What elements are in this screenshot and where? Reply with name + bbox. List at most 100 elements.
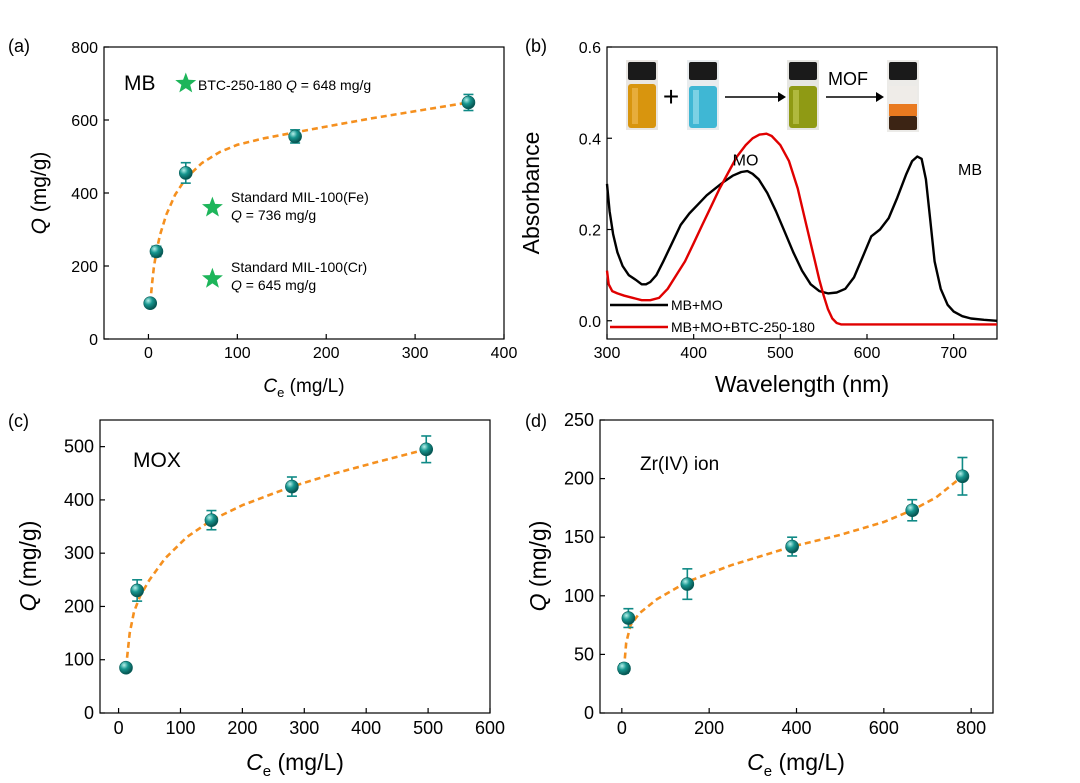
y-tick-label: 400 (64, 490, 94, 510)
x-axis-b: 300 400 500 600 700 (594, 334, 967, 362)
annotation-cr-name: Standard MIL-100(Cr) (231, 259, 367, 275)
x-tick-label: 200 (313, 345, 340, 362)
marker (617, 661, 631, 676)
annotation-fe-q: Q = 736 mg/g (231, 207, 316, 223)
marker (119, 660, 133, 675)
marker (461, 95, 476, 110)
y-tick-label: 100 (564, 586, 594, 606)
star-marker-btc (175, 72, 197, 93)
panel-c: (c) 0 100 200 300 400 500 600 0 100 200 300 400 500… (8, 411, 505, 780)
y-tick-label: 0 (584, 703, 594, 723)
x-tick-label: 400 (680, 345, 707, 362)
marker (621, 611, 636, 625)
legend-b: MB+MO MB+MO+BTC-250-180 (610, 297, 815, 335)
y-tick-label: 0.4 (579, 131, 601, 148)
y-tick-label: 100 (64, 650, 94, 670)
panel-label-c: (c) (8, 411, 29, 431)
x-tick-label: 0 (114, 718, 124, 738)
data-point (285, 476, 299, 497)
annotation-mo: MO (733, 153, 759, 170)
series-label-c: MOX (133, 449, 181, 472)
marker (905, 503, 920, 518)
x-axis-d: 0 200 400 600 800 (617, 708, 986, 738)
panel-label-d: (d) (525, 411, 547, 431)
data-point (461, 93, 476, 112)
marker (955, 469, 970, 484)
marker (288, 129, 302, 144)
x-axis-label-b: Wavelength (nm) (715, 371, 889, 397)
marker (204, 513, 219, 527)
x-tick-label: 0 (617, 718, 627, 738)
series-line-mb-mo (605, 155, 998, 322)
annotation-mb: MB (958, 162, 982, 179)
y-axis-b: 0.0 0.2 0.4 0.6 (579, 40, 612, 331)
data-points-c (119, 435, 434, 675)
fit-curve-c (124, 448, 427, 668)
fit-line (124, 448, 427, 668)
y-tick-label: 200 (71, 259, 98, 276)
series-line-mb-mo-btc (605, 132, 997, 326)
vial-treated (887, 60, 919, 132)
x-tick-label: 0 (144, 345, 153, 362)
y-tick-label: 500 (64, 437, 94, 457)
vial-orange (626, 60, 658, 130)
y-axis-label-b: Absorbance (518, 132, 544, 255)
data-point (680, 568, 695, 601)
x-tick-label: 300 (289, 718, 319, 738)
data-point (288, 129, 302, 144)
x-tick-label: 400 (351, 718, 381, 738)
data-point (149, 244, 164, 259)
y-tick-label: 0.6 (579, 40, 601, 57)
data-point (621, 607, 636, 629)
y-axis-label-a: Q (mg/g) (28, 152, 51, 235)
annotation-btc: BTC-250-180 Q = 648 mg/g (198, 77, 371, 93)
x-tick-label: 300 (402, 345, 429, 362)
star-marker-cr (202, 267, 223, 288)
y-tick-label: 300 (64, 543, 94, 563)
x-tick-label: 400 (491, 345, 518, 362)
y-tick-label: 0.2 (579, 223, 601, 240)
y-tick-label: 250 (564, 410, 594, 430)
inset-mof-label: MOF (828, 69, 868, 89)
x-tick-label: 500 (767, 345, 794, 362)
arrow-right-icon-2 (826, 92, 884, 102)
x-axis-label-a: Ce (mg/L) (263, 376, 344, 400)
series-label-a: MB (124, 72, 156, 95)
y-tick-label: 200 (564, 469, 594, 489)
annotation-cr-q: Q = 645 mg/g (231, 277, 316, 293)
y-tick-label: 200 (64, 596, 94, 616)
y-axis-label-c: Q (mg/g) (15, 521, 41, 612)
marker (178, 166, 193, 180)
fit-curve-a (148, 101, 469, 304)
y-tick-label: 800 (71, 40, 98, 57)
vial-green (787, 60, 819, 130)
x-tick-label: 200 (227, 718, 257, 738)
y-axis-a: 0 200 400 600 800 (71, 40, 109, 349)
marker (785, 539, 799, 554)
series-label-d: Zr(IV) ion (640, 454, 719, 475)
x-tick-label: 100 (224, 345, 251, 362)
inset-vials-photo: + MOF (626, 60, 919, 132)
fit-line (148, 101, 469, 304)
marker (680, 577, 695, 591)
data-points-a (143, 93, 476, 311)
x-tick-label: 200 (694, 718, 724, 738)
data-point (905, 498, 920, 522)
x-tick-label: 700 (940, 345, 967, 362)
data-point (204, 509, 219, 531)
star-marker-fe (202, 196, 223, 217)
x-tick-label: 300 (594, 345, 621, 362)
x-tick-label: 600 (475, 718, 505, 738)
data-point (785, 536, 799, 557)
y-tick-label: 150 (564, 527, 594, 547)
y-tick-label: 0.0 (579, 314, 601, 331)
arrow-right-icon (725, 92, 786, 102)
marker (419, 442, 434, 457)
x-axis-label-c: Ce (mg/L) (246, 749, 344, 780)
x-axis-a: 0 100 200 300 400 (144, 334, 517, 362)
y-tick-label: 50 (574, 644, 594, 664)
data-point (143, 296, 158, 311)
data-point (130, 579, 144, 602)
data-point (419, 435, 434, 464)
legend-label-mb-mo-btc: MB+MO+BTC-250-180 (671, 319, 815, 335)
